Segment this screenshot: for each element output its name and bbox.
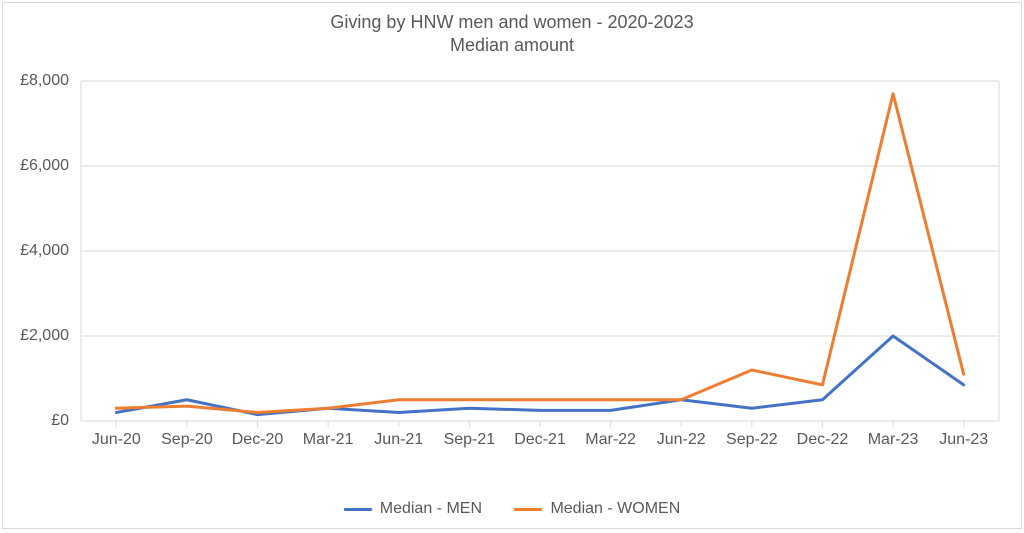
- y-axis-label: £4,000: [20, 242, 69, 260]
- legend-swatch-women: [514, 508, 542, 511]
- chart-title-line1: Giving by HNW men and women - 2020-2023: [3, 11, 1021, 34]
- x-axis-label: Dec-21: [514, 431, 566, 449]
- x-axis-label: Jun-20: [92, 431, 141, 449]
- y-axis-label: £2,000: [20, 327, 69, 345]
- y-axis-label: £8,000: [20, 72, 69, 90]
- y-axis-label: £6,000: [20, 157, 69, 175]
- x-axis-label: Jun-22: [657, 431, 706, 449]
- chart-title-block: Giving by HNW men and women - 2020-2023 …: [3, 3, 1021, 58]
- x-axis-label: Sep-20: [161, 431, 213, 449]
- x-axis-label: Dec-22: [797, 431, 849, 449]
- x-axis-label: Dec-20: [232, 431, 284, 449]
- x-axis-label: Mar-23: [868, 431, 919, 449]
- legend: Median - MEN Median - WOMEN: [3, 498, 1021, 519]
- series-line-women: [116, 94, 963, 413]
- x-axis-label: Sep-22: [726, 431, 778, 449]
- chart-container: Giving by HNW men and women - 2020-2023 …: [2, 2, 1022, 529]
- series-line-men: [116, 336, 963, 415]
- chart-title-line2: Median amount: [3, 34, 1021, 57]
- legend-item-men: Median - MEN: [344, 500, 482, 518]
- plot-svg: [81, 81, 999, 421]
- legend-item-women: Median - WOMEN: [514, 500, 680, 518]
- y-axis-label: £0: [51, 412, 69, 430]
- x-axis-label: Mar-22: [585, 431, 636, 449]
- legend-label-men: Median - MEN: [380, 500, 482, 518]
- legend-label-women: Median - WOMEN: [550, 500, 680, 518]
- x-axis-label: Sep-21: [444, 431, 496, 449]
- x-axis-label: Jun-21: [374, 431, 423, 449]
- legend-swatch-men: [344, 508, 372, 511]
- plot-area: [81, 81, 999, 421]
- x-axis-label: Mar-21: [303, 431, 354, 449]
- x-axis-label: Jun-23: [939, 431, 988, 449]
